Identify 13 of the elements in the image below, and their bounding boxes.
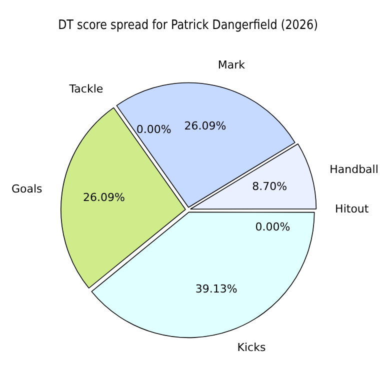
category-label: Hitout [335,202,369,216]
data-label: 39.13% [195,282,238,296]
slice-label: Goals [12,182,43,196]
data-label: 26.09% [83,191,126,204]
chart-title: DT score spread for Patrick Dangerfield (2026) [58,17,318,32]
slice-label: Mark [218,58,246,72]
text: 0.00% [255,220,290,234]
text: 0.00% [136,123,172,136]
slice-label: Handball [330,162,378,176]
data-label: 8.70% [252,180,288,193]
data-label: 26.09% [184,120,226,133]
category-label: Tackle [69,82,104,96]
slice-label: Kicks [237,341,266,354]
